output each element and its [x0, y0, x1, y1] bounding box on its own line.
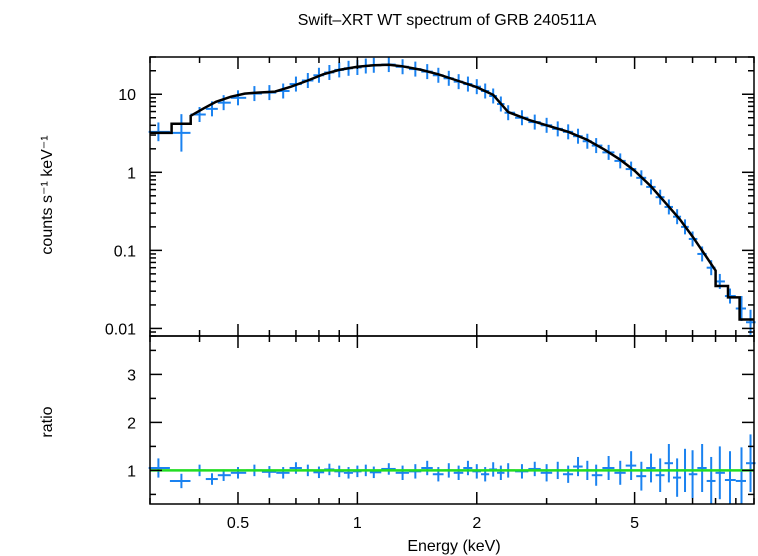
- ratio-data-point: [636, 461, 647, 491]
- top-y-tick-label: 0.1: [114, 243, 136, 260]
- ratio-data-point: [602, 456, 615, 480]
- x-tick-label: 0.5: [227, 515, 249, 532]
- top-y-tick-label: 0.01: [105, 321, 136, 338]
- ratio-y-axis-label: ratio: [39, 406, 56, 437]
- ratio-data-point: [148, 458, 170, 478]
- top-y-tick-label: 1: [127, 165, 136, 182]
- x-tick-label: 2: [472, 515, 481, 532]
- ratio-data-point: [463, 460, 473, 476]
- chart-title: Swift–XRT WT spectrum of GRB 240511A: [298, 12, 597, 29]
- axis-ticks: [149, 56, 755, 504]
- ratio-data-point: [421, 460, 433, 476]
- ratio-data-point: [672, 458, 682, 497]
- ratio-data-point: [261, 466, 277, 478]
- ratio-data-point: [697, 444, 707, 492]
- tick-labels: 0.5 1 2 5 0.01 0.1 1 10 1 2 3: [105, 87, 639, 532]
- top-data-point: [217, 95, 231, 111]
- ratio-data-point: [655, 458, 665, 492]
- ratio-data-point: [343, 467, 353, 479]
- ratio-data-point: [625, 451, 637, 480]
- ratio-panel-frame: [149, 335, 755, 505]
- ratio-data-point: [205, 473, 218, 485]
- ratio-data-point: [540, 464, 553, 482]
- top-y-tick-label: 10: [118, 87, 136, 104]
- ratio-data-point: [497, 465, 505, 480]
- ratio-data-point: [230, 467, 247, 479]
- ratio-y-tick-label: 3: [127, 367, 136, 384]
- ratio-data-point: [706, 456, 716, 504]
- ratio-data-point: [289, 462, 302, 474]
- panel-frames: [149, 56, 755, 505]
- ratio-data-point: [573, 456, 583, 477]
- ratio-y-tick-label: 1: [127, 463, 136, 480]
- ratio-data-point: [381, 463, 396, 475]
- ratio-data-point: [313, 466, 325, 479]
- model-curve: [150, 63, 754, 321]
- ratio-data-point: [664, 444, 673, 483]
- ratio-y-tick-label: 2: [127, 415, 136, 432]
- ratio-data-point: [562, 465, 574, 483]
- ratio-data-point: [614, 460, 626, 485]
- ratio-data-point: [276, 467, 290, 479]
- ratio-data-point: [591, 464, 603, 486]
- x-tick-label: 5: [630, 515, 639, 532]
- ratio-data-point: [369, 466, 382, 479]
- top-data-point: [724, 288, 736, 304]
- top-data-point: [169, 114, 191, 152]
- top-data-point: [735, 296, 747, 321]
- ratio-data-point: [715, 446, 725, 500]
- ratio-data-point: [646, 453, 656, 483]
- ratio-data-point: [735, 447, 747, 504]
- x-tick-label: 1: [353, 515, 362, 532]
- ratio-data-point: [453, 465, 464, 480]
- top-y-axis-label: counts s⁻¹ keV⁻¹: [39, 135, 56, 254]
- ratio-data-point: [528, 461, 541, 477]
- ratio-data-point: [724, 451, 736, 504]
- top-panel-data-points: [148, 57, 756, 335]
- x-axis-label: Energy (keV): [407, 538, 500, 555]
- ratio-data-point: [395, 465, 409, 480]
- top-panel-model-curve: [150, 63, 754, 321]
- top-data-point: [230, 90, 247, 106]
- ratio-data-point: [688, 450, 698, 499]
- ratio-data-point: [169, 473, 191, 489]
